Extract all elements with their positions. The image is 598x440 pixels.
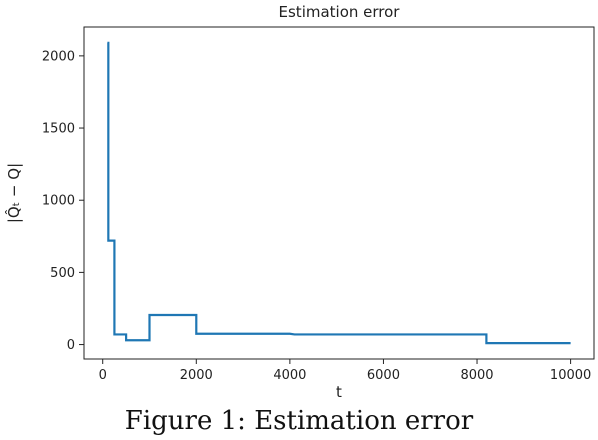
- y-tick-label: 500: [50, 266, 75, 281]
- y-axis-ticks: 0 500 1000 1500 2000: [42, 49, 84, 353]
- x-tick-label: 8000: [460, 368, 493, 383]
- series-line-0: [107, 41, 571, 345]
- y-tick-label: 1000: [42, 194, 75, 209]
- estimation-error-chart: Estimation error 0 2000 4000 6000 8000 10000 …: [4, 3, 595, 400]
- x-tick-label: 0: [99, 368, 107, 383]
- x-tick-label: 2000: [180, 368, 213, 383]
- x-axis-ticks: 0 2000 4000 6000 8000 10000: [99, 359, 591, 383]
- x-tick-label: 6000: [367, 368, 400, 383]
- chart-title: Estimation error: [279, 3, 401, 21]
- y-tick-label: 1500: [42, 122, 75, 137]
- x-tick-label: 4000: [273, 368, 306, 383]
- x-axis-label: t: [336, 383, 342, 400]
- x-tick-label: 10000: [550, 368, 591, 383]
- figure-caption: Figure 1: Estimation error: [124, 406, 474, 436]
- plot-area: [83, 26, 595, 360]
- y-tick-label: 2000: [42, 49, 75, 64]
- y-tick-label: 0: [67, 338, 75, 353]
- y-axis-label: |Q̂ₜ − Q|: [4, 163, 23, 223]
- plot-frame: [83, 26, 595, 360]
